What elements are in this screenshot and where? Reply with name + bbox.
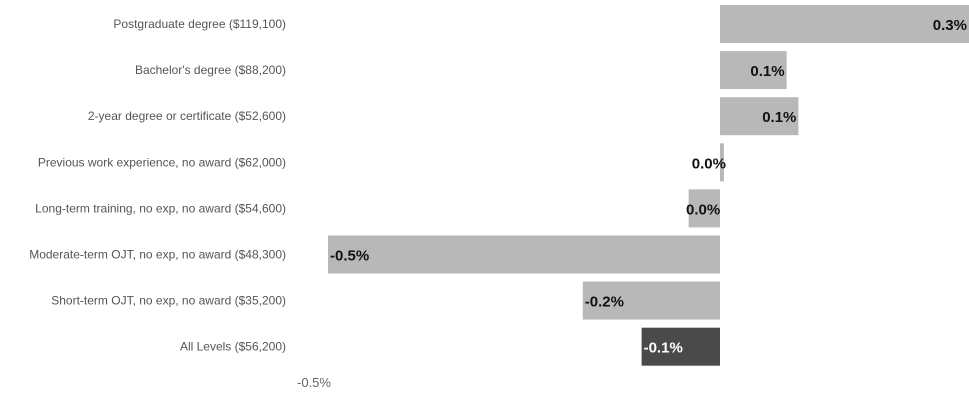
bar-4: [688, 189, 720, 228]
value-label-2: 0.1%: [762, 109, 796, 126]
bar-0: [720, 5, 969, 43]
category-label-0: Postgraduate degree ($119,100): [113, 17, 286, 31]
bar-6: [582, 281, 720, 320]
category-label-2: 2-year degree or certificate ($52,600): [88, 109, 286, 123]
category-label-3: Previous work experience, no award ($62,…: [38, 155, 286, 169]
bar-3: [720, 143, 724, 182]
value-label-6: -0.2%: [585, 294, 624, 311]
value-label-5: -0.5%: [330, 248, 369, 265]
category-label-4: Long-term training, no exp, no award ($5…: [35, 201, 286, 215]
category-label-1: Bachelor's degree ($88,200): [135, 63, 286, 77]
x-tick-label-0: -0.5%: [297, 375, 331, 390]
value-label-7: -0.1%: [644, 340, 683, 357]
bar-2: [720, 97, 799, 136]
category-label-7: All Levels ($56,200): [180, 340, 286, 354]
bar-5: [328, 235, 720, 274]
value-label-1: 0.1%: [750, 63, 784, 80]
bar-7: [641, 327, 720, 366]
value-label-3: 0.0%: [692, 155, 726, 172]
category-label-6: Short-term OJT, no exp, no award ($35,20…: [51, 294, 286, 308]
category-label-5: Moderate-term OJT, no exp, no award ($48…: [29, 248, 286, 262]
value-label-4: 0.0%: [686, 201, 720, 218]
value-label-0: 0.3%: [933, 17, 967, 34]
bar-1: [720, 51, 787, 90]
